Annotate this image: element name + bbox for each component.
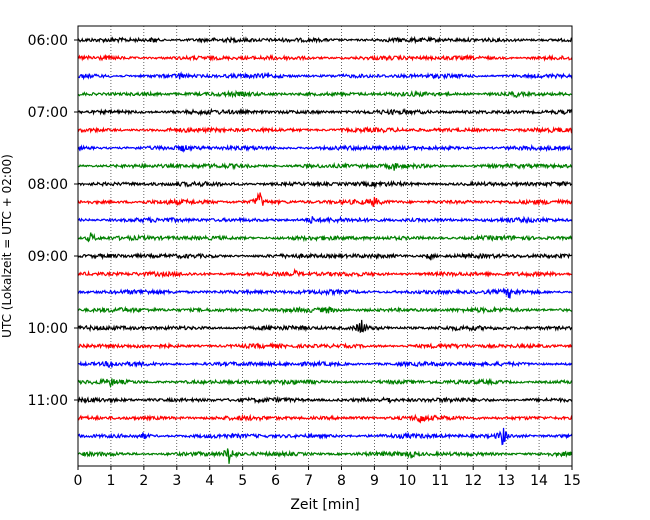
x-tick-label-10: 10 [398, 473, 416, 489]
y-tick-label-07:00: 07:00 [28, 105, 68, 121]
x-tick-label-15: 15 [563, 473, 581, 489]
x-tick-label-6: 6 [271, 473, 280, 489]
trace-10:30 [77, 359, 573, 369]
trace-08:15 [77, 192, 573, 208]
trace-10:00 [77, 319, 573, 334]
x-tick-label-7: 7 [304, 473, 313, 489]
trace-08:45 [77, 232, 573, 243]
trace-07:45 [77, 161, 573, 171]
x-axis-label: Zeit [min] [290, 497, 359, 513]
trace-07:15 [77, 125, 573, 135]
trace-11:15 [77, 413, 573, 424]
y-axis-ticks: 06:00 07:00 08:00 09:00 10:00 11:00 [28, 33, 78, 409]
trace-11:45 [77, 448, 573, 464]
x-tick-label-9: 9 [370, 473, 379, 489]
trace-06:45 [77, 89, 573, 99]
y-tick-label-11:00: 11:00 [28, 393, 68, 409]
x-tick-label-13: 13 [497, 473, 515, 489]
trace-09:45 [78, 305, 573, 315]
trace-07:00 [77, 107, 573, 117]
y-tick-label-08:00: 08:00 [28, 177, 68, 193]
trace-09:30 [77, 287, 573, 299]
trace-06:00 [77, 35, 573, 45]
trace-09:15 [77, 267, 573, 279]
x-tick-label-2: 2 [139, 473, 148, 489]
x-tick-label-4: 4 [205, 473, 214, 489]
seismogram-traces [77, 35, 573, 464]
trace-07:30 [77, 143, 573, 153]
y-axis-label: UTC (Lokalzeit = UTC + 02:00) [0, 154, 14, 338]
x-tick-label-3: 3 [172, 473, 181, 489]
x-axis-ticks: 0 1 2 3 4 5 6 7 8 9 10 11 12 13 14 15 [74, 466, 581, 489]
trace-08:30 [77, 215, 573, 225]
trace-08:00 [77, 179, 573, 189]
trace-10:45 [77, 377, 573, 389]
x-tick-label-11: 11 [431, 473, 449, 489]
y-tick-label-10:00: 10:00 [28, 321, 68, 337]
trace-06:15 [77, 53, 573, 62]
x-tick-label-1: 1 [106, 473, 115, 489]
trace-09:00 [77, 252, 573, 261]
trace-06:30 [77, 71, 573, 81]
y-tick-label-09:00: 09:00 [28, 249, 68, 265]
x-tick-label-0: 0 [74, 473, 83, 489]
plot-frame [77, 25, 573, 467]
x-tick-label-8: 8 [337, 473, 346, 489]
trace-11:30 [77, 427, 573, 446]
x-tick-label-5: 5 [238, 473, 247, 489]
x-tick-label-14: 14 [530, 473, 548, 489]
y-tick-label-06:00: 06:00 [28, 33, 68, 49]
x-tick-label-12: 12 [464, 473, 482, 489]
trace-10:15 [77, 341, 573, 350]
trace-11:00 [77, 395, 573, 405]
